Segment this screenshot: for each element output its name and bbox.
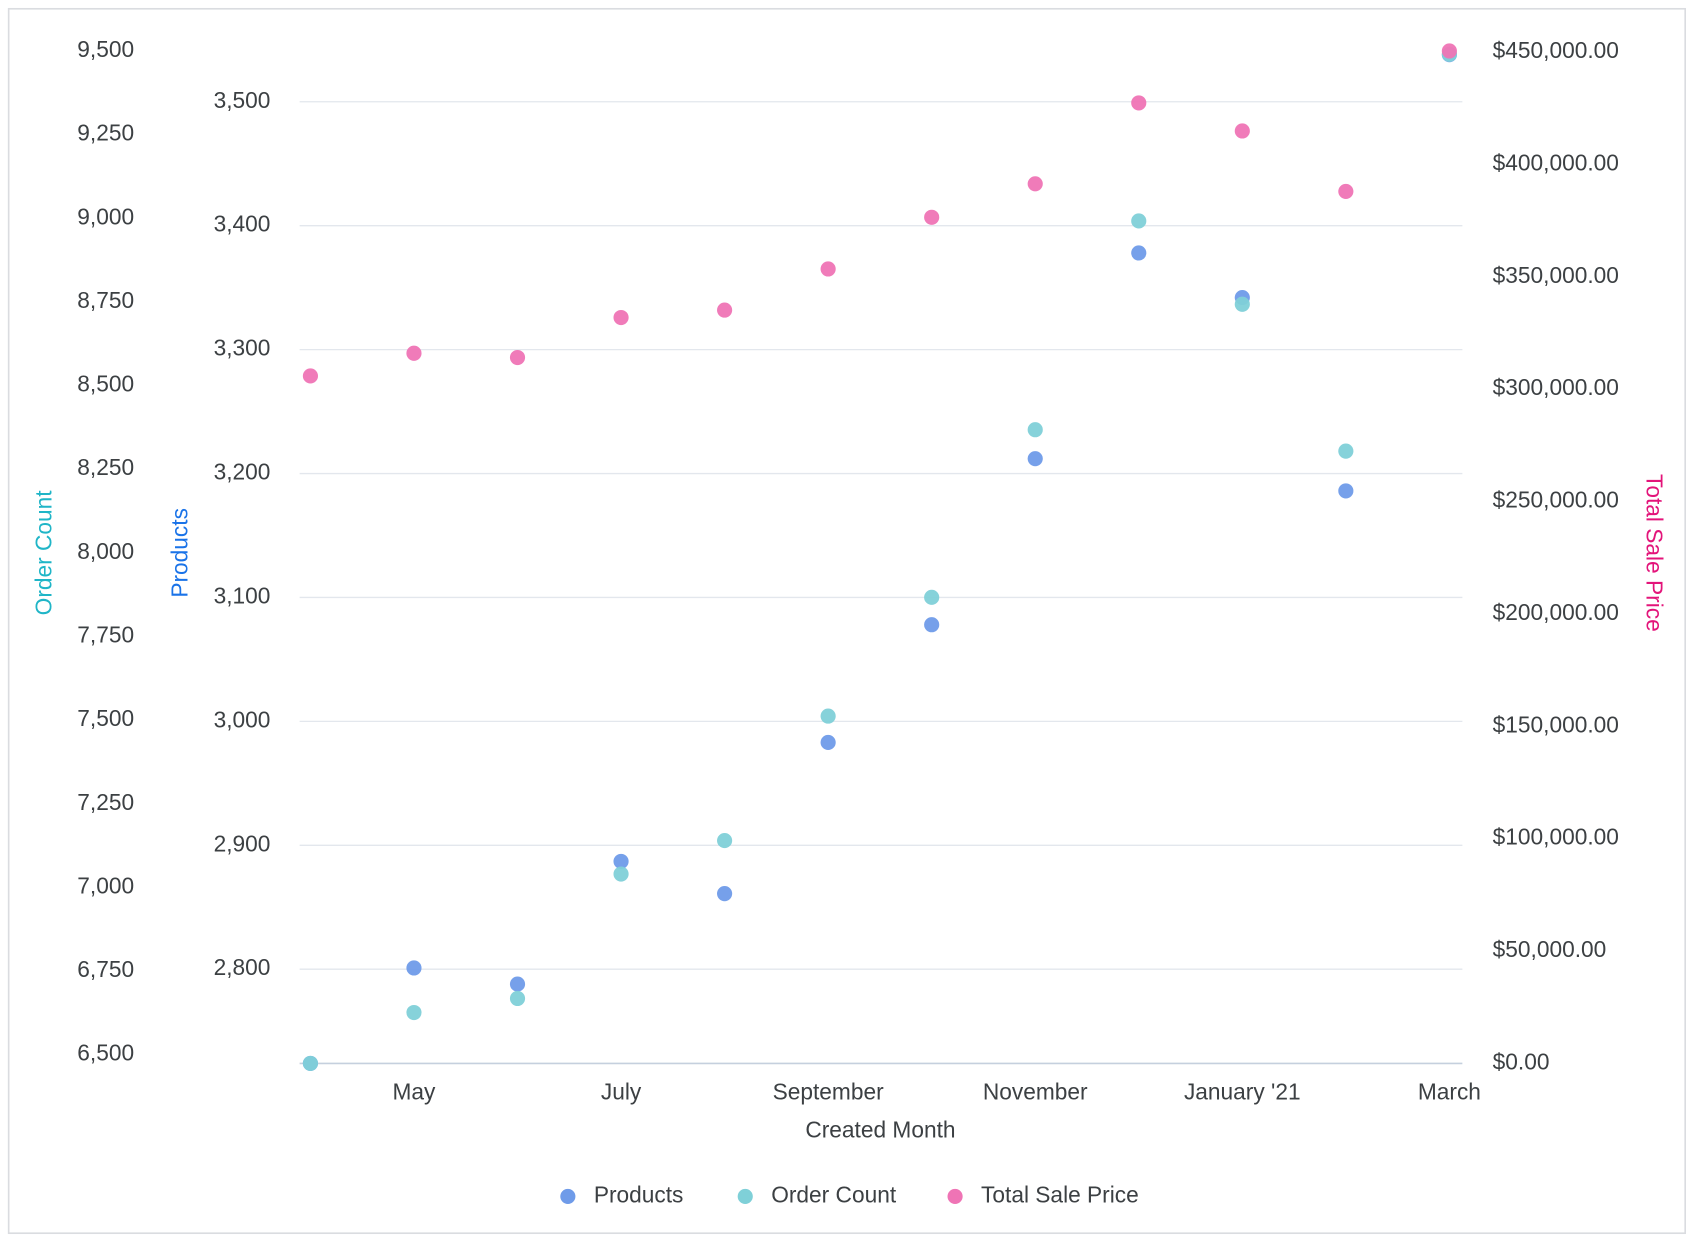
legend-label: Products	[594, 1181, 684, 1207]
y-tick-label: 3,500	[214, 87, 271, 113]
y2-axis-title: Total Sale Price	[1642, 474, 1668, 632]
point	[1338, 443, 1354, 459]
y2-tick-label: $450,000.00	[1493, 37, 1619, 63]
y2-tick-label: $350,000.00	[1493, 262, 1619, 288]
y-tick-label: 2,900	[214, 830, 271, 856]
y2-tick-label: $50,000.00	[1493, 936, 1607, 962]
y3-tick-label: 9,500	[77, 36, 134, 62]
y2-tick-label: $100,000.00	[1493, 824, 1619, 850]
point	[1338, 483, 1354, 499]
y3-tick-label: 7,750	[77, 621, 134, 647]
point	[1027, 176, 1043, 192]
y3-tick-label: 7,000	[77, 872, 134, 898]
point	[820, 708, 836, 724]
point	[613, 309, 629, 326]
point	[1131, 245, 1147, 261]
y2-tick-label: $0.00	[1493, 1048, 1550, 1074]
point	[820, 261, 836, 277]
point	[1338, 183, 1354, 200]
y3-tick-label: 8,500	[77, 371, 134, 397]
point	[717, 886, 733, 902]
y-tick-label: 3,400	[214, 211, 271, 237]
y3-axis-title: Order Count	[30, 490, 56, 616]
y3-tick-label: 9,000	[77, 203, 134, 229]
x-tick-label: September	[773, 1079, 884, 1105]
point	[406, 345, 422, 361]
x-tick-label: November	[983, 1079, 1088, 1105]
point	[924, 209, 940, 225]
legend-marker	[560, 1188, 576, 1204]
point	[509, 349, 526, 366]
y-tick-label: 3,300	[214, 335, 271, 361]
legend-label: Total Sale Price	[981, 1181, 1139, 1207]
legend-marker	[737, 1188, 753, 1204]
point	[1441, 43, 1457, 59]
point	[1027, 422, 1043, 438]
legend-label: Order Count	[771, 1181, 897, 1207]
point	[924, 589, 940, 605]
y-tick-label: 3,100	[214, 582, 271, 608]
point	[1027, 451, 1043, 467]
point	[717, 832, 733, 849]
point	[1234, 296, 1250, 312]
y-tick-label: 3,000	[214, 706, 271, 732]
y3-tick-label: 8,000	[77, 538, 134, 564]
point	[924, 617, 940, 633]
point	[1131, 95, 1147, 111]
y2-tick-label: $250,000.00	[1493, 487, 1619, 513]
y3-tick-label: 8,250	[77, 454, 134, 480]
point	[302, 1055, 318, 1071]
y3-tick-label: 6,750	[77, 956, 134, 982]
y3-tick-label: 9,250	[77, 120, 134, 146]
y2-tick-label: $400,000.00	[1493, 149, 1619, 175]
point	[1234, 123, 1250, 139]
x-tick-label: July	[601, 1079, 642, 1105]
point	[509, 990, 526, 1007]
y2-tick-label: $200,000.00	[1493, 599, 1619, 625]
point	[717, 302, 733, 318]
point	[613, 866, 629, 882]
point	[1131, 213, 1147, 229]
point	[302, 368, 318, 384]
legend-marker	[947, 1188, 963, 1204]
x-tick-label: May	[393, 1079, 437, 1105]
panel	[7, 7, 1686, 1235]
x-axis-title: Created Month	[805, 1117, 955, 1143]
y3-tick-label: 7,500	[77, 705, 134, 731]
point	[406, 1004, 422, 1021]
x-tick-label: January '21	[1184, 1079, 1301, 1105]
y3-tick-label: 8,750	[77, 287, 134, 313]
point	[509, 976, 526, 992]
point	[613, 853, 629, 869]
point	[406, 960, 422, 976]
y-tick-label: 3,200	[214, 459, 271, 485]
point	[820, 734, 836, 751]
y2-tick-label: $300,000.00	[1493, 374, 1619, 400]
y2-tick-label: $150,000.00	[1493, 711, 1619, 737]
y3-tick-label: 7,250	[77, 789, 134, 815]
y3-tick-label: 6,500	[77, 1040, 134, 1066]
x-tick-label: March	[1418, 1079, 1481, 1105]
y-tick-label: 2,800	[214, 954, 271, 980]
y-axis-title: Products	[167, 508, 193, 598]
